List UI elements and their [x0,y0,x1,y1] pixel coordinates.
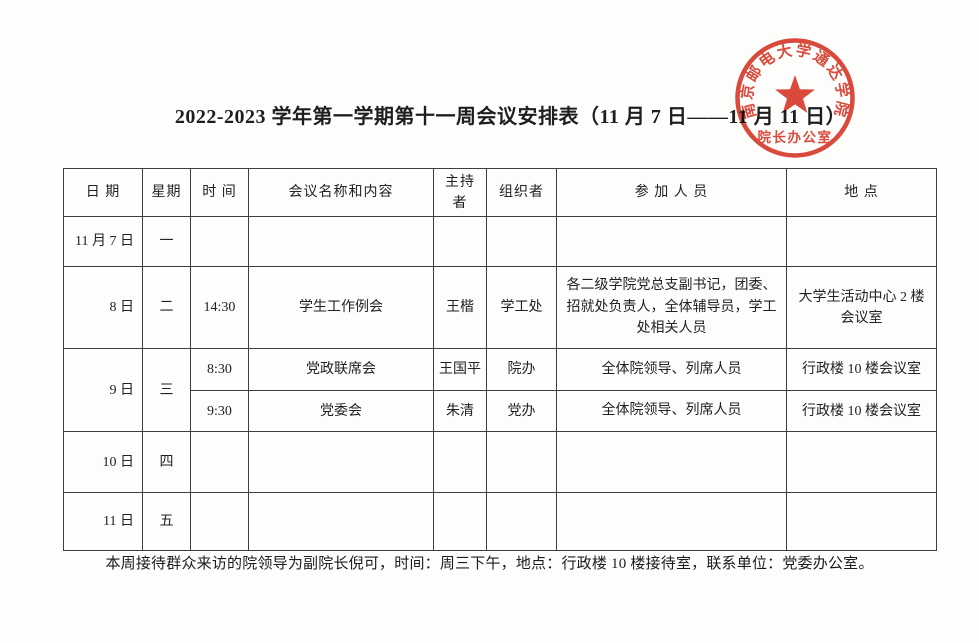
table-row: 11 月 7 日一 [63,216,937,267]
organizer-cell [486,431,557,493]
schedule-table: 日 期 星期 时 间 会议名称和内容 主持者 组织者 参 加 人 员 地 点 1… [63,168,937,551]
participants-cell [556,492,787,551]
participants-cell [556,431,787,493]
participants-cell: 各二级学院党总支副书记，团委、招就处负责人，全体辅导员，学工处相关人员 [556,266,787,349]
table-row: 8 日二 14:30 学生工作例会 王楷 学工处 各二级学院党总支副书记，团委、招就处负责… [63,266,937,349]
time-cell [190,431,249,493]
meeting-name-cell [248,216,434,267]
date-cell: 9 日 [63,348,143,432]
meeting-name-cell: 党政联席会 [248,348,434,391]
week-cell: 四 [142,431,191,493]
time-cell: 14:30 [190,266,249,349]
date-cell: 11 月 7 日 [63,216,143,267]
host-cell: 王楷 [433,266,487,349]
host-cell [433,492,487,551]
header-meeting-name: 会议名称和内容 [248,168,434,217]
meeting-name-cell [248,492,434,551]
organizer-cell [486,492,557,551]
date-cell: 11 日 [63,492,143,551]
week-cell: 二 [142,266,191,349]
week-cell: 一 [142,216,191,267]
header-participants: 参 加 人 员 [556,168,787,217]
time-cell [190,492,249,551]
location-cell [786,492,937,551]
time-cell [190,216,249,267]
organizer-cell: 学工处 [486,266,557,349]
participants-cell: 全体院领导、列席人员 [556,348,787,391]
date-cell: 10 日 [63,431,143,493]
meeting-name-cell [248,431,434,493]
footer-note: 本周接待群众来访的院领导为副院长倪可，时间：周三下午，地点：行政楼 10 楼接待… [105,556,874,572]
date-cell: 8 日 [63,266,143,349]
location-cell: 行政楼 10 楼会议室 [786,348,937,391]
seal-office-text: 院长办公室 [758,129,833,145]
organizer-cell: 院办 [486,348,557,391]
header-host: 主持者 [433,168,487,217]
location-cell [786,431,937,493]
location-cell [786,216,937,267]
table-row: 9 日三 8:30 党政联席会 王国平 院办 全体院领导、列席人员 行政楼 10 楼会议室 [63,348,937,432]
meeting-name-cell: 学生工作例会 [248,266,434,349]
header-time: 时 间 [190,168,249,217]
week-cell: 五 [142,492,191,551]
location-cell: 大学生活动中心 2 楼会议室 [786,266,937,349]
page-title: 2022-2023 学年第一学期第十一周会议安排表（11 月 7 日——11 月… [174,106,847,128]
table-row: 9:30 党委会 朱清 党办 全体院领导、列席人员 行政楼 10 楼会议室 [64,390,937,432]
location-cell: 行政楼 10 楼会议室 [786,390,937,432]
host-cell [433,431,487,493]
header-location: 地 点 [786,168,937,217]
week-cell: 三 [142,348,191,432]
header-organizer: 组织者 [486,168,557,217]
organizer-cell: 党办 [486,390,557,432]
header-row: 日 期 星期 时 间 会议名称和内容 主持者 组织者 参 加 人 员 地 点 [63,168,937,217]
official-seal: 南京邮电大学通达学院 院长办公室 [732,35,858,161]
host-cell: 王国平 [433,348,487,391]
participants-cell [556,216,787,267]
meeting-name-cell: 党委会 [248,390,434,432]
header-date: 日 期 [63,168,143,217]
time-cell: 9:30 [190,390,249,432]
table-row: 11 日五 [63,492,937,551]
host-cell [433,216,487,267]
header-week: 星期 [142,168,191,217]
seal-circle [735,38,855,158]
organizer-cell [486,216,557,267]
participants-cell: 全体院领导、列席人员 [556,390,787,432]
time-cell: 8:30 [190,348,249,391]
table-row: 10 日四 [63,431,937,493]
host-cell: 朱清 [433,390,487,432]
